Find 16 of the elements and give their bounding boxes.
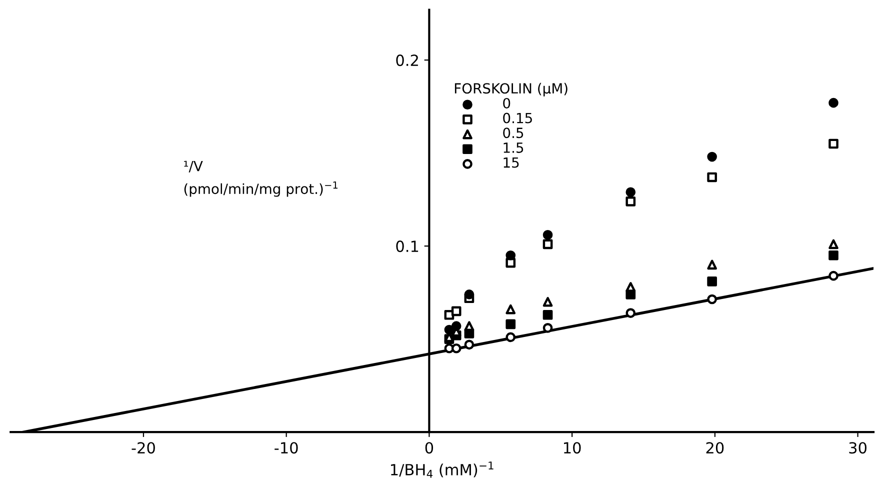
y-axis-title: ¹/V (pmol/min/mg prot.)$^{−1}$ <box>184 160 338 197</box>
x-tick-label: -20 <box>132 442 155 454</box>
y-tick-label: 0.2 <box>396 54 418 66</box>
legend-label: 15 <box>504 157 519 168</box>
x-tick-label: 20 <box>706 442 724 454</box>
x-tick-label: 0 <box>425 442 434 454</box>
legend-label: 0 <box>503 98 510 108</box>
legend-label: 0.5 <box>503 128 524 138</box>
x-tick-label: -10 <box>274 442 298 454</box>
legend-title: FORSKOLIN (µM) <box>454 82 568 96</box>
legend-label: 1.5 <box>504 142 524 153</box>
x-axis-title: 1/BH$_{4}$ (mM)$^{−1}$ <box>391 462 494 478</box>
x-tick-label: 10 <box>564 442 581 454</box>
y-tick-label: 0.1 <box>396 240 418 252</box>
legend-label: 0.15 <box>503 112 532 124</box>
x-tick-label: 30 <box>849 442 866 454</box>
